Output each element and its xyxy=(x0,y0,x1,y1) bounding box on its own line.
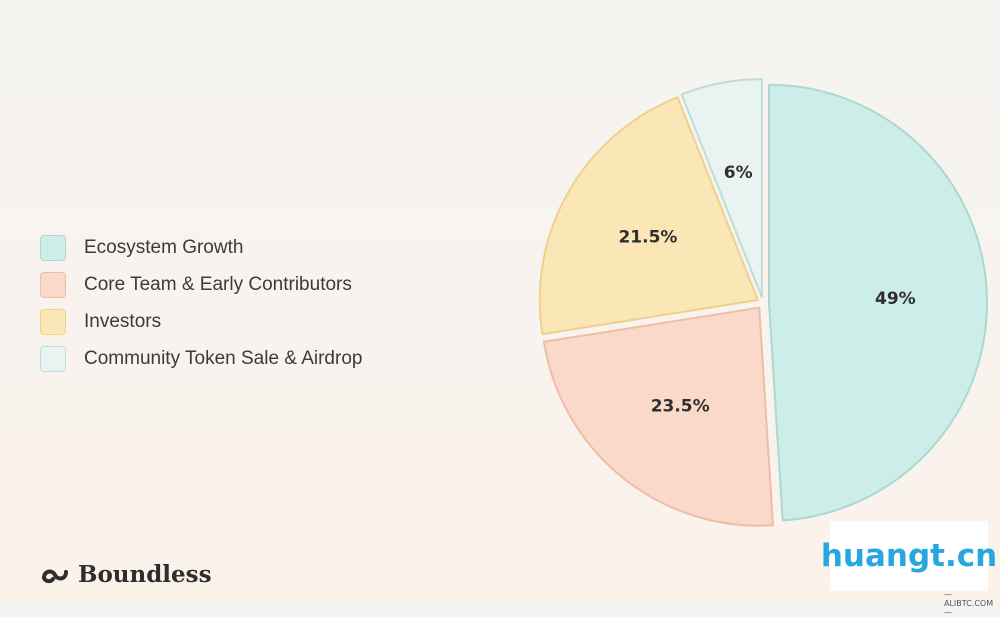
slice-value-label: 23.5% xyxy=(651,396,710,416)
infinity-wave-logo-icon xyxy=(42,569,68,583)
legend-label: Investors xyxy=(84,310,162,332)
watermark-text: huangt.cn xyxy=(820,538,998,574)
legend-item-investors: Investors xyxy=(40,303,362,340)
slice-value-label: 49% xyxy=(875,289,916,309)
legend-swatch xyxy=(40,271,66,298)
slice-value-label: 21.5% xyxy=(618,227,677,247)
watermark: huangt.cn xyxy=(821,521,997,591)
brand-name: Boundless xyxy=(78,561,212,588)
slice-ecosystem-growth xyxy=(767,83,988,522)
brand-logo: Boundless xyxy=(40,561,212,588)
legend-label: Community Token Sale & Airdrop xyxy=(84,347,363,369)
legend-item-core-team: Core Team & Early Contributors xyxy=(40,266,362,303)
legend-item-ecosystem-growth: Ecosystem Growth xyxy=(40,229,362,266)
pie-chart: 49% 23.5% 21.5% 6% xyxy=(538,78,988,527)
legend-label: Ecosystem Growth xyxy=(84,236,244,258)
chart-legend: Ecosystem Growth Core Team & Early Contr… xyxy=(40,229,362,377)
slice-investors xyxy=(538,96,759,336)
legend-item-community-sale: Community Token Sale & Airdrop xyxy=(40,340,362,377)
legend-label: Core Team & Early Contributors xyxy=(84,273,352,295)
legend-swatch xyxy=(40,308,66,335)
slice-community-sale xyxy=(680,78,763,299)
slice-value-label: 6% xyxy=(724,163,753,183)
legend-swatch xyxy=(40,234,66,261)
slice-core-team xyxy=(542,306,774,527)
legend-swatch xyxy=(40,345,66,372)
watermark-subtext: —ALIBTC.COM— xyxy=(944,590,994,617)
